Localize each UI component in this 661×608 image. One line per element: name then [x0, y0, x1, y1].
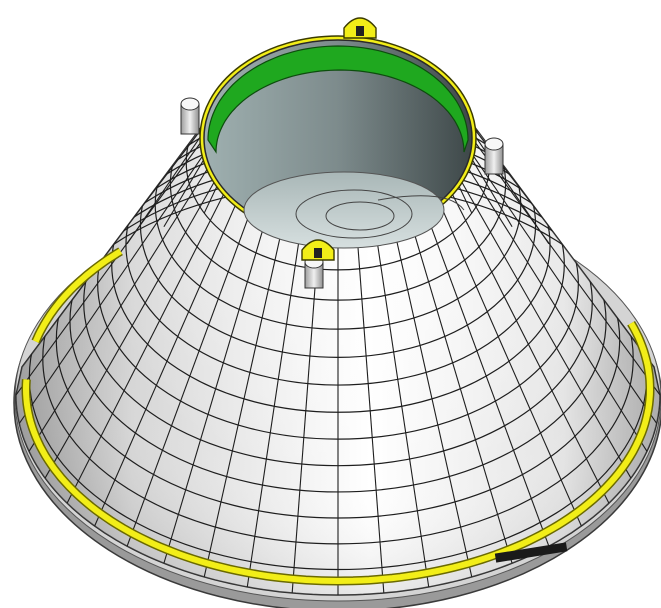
trim-band	[22, 321, 654, 585]
trim-band-back	[32, 248, 123, 343]
tile-seam	[393, 227, 473, 578]
attachment-posts	[180, 17, 504, 289]
floor-ring	[295, 189, 413, 239]
tile-seam	[126, 211, 251, 547]
tile-seam	[246, 231, 301, 587]
tile-seam	[66, 190, 226, 504]
fitting-slot	[356, 26, 364, 36]
tile-seam	[28, 165, 210, 452]
tile-seam	[356, 234, 385, 594]
fitting-slot	[314, 248, 322, 258]
tile-seam	[203, 227, 283, 578]
post-cap	[180, 97, 200, 111]
tile-seam	[425, 211, 550, 547]
tile-seam	[16, 137, 205, 396]
tile-seam	[466, 165, 648, 452]
post-front	[304, 255, 324, 289]
outer-yellow-trim	[21, 247, 655, 586]
tile-seam	[459, 178, 632, 479]
tile-seam	[291, 234, 320, 594]
post-left	[180, 97, 200, 135]
tile-seam	[94, 201, 238, 527]
tile-seam	[18, 151, 206, 424]
tile-seam	[375, 231, 430, 587]
tile-seam	[409, 220, 513, 564]
tile-seam	[44, 178, 217, 479]
tile-seam	[163, 220, 267, 564]
floor-curve	[377, 195, 465, 211]
sensor-strip	[494, 542, 568, 563]
post-cap	[484, 137, 504, 151]
tile-seam	[470, 151, 658, 424]
fitting-front	[301, 239, 335, 261]
tile-seam	[450, 190, 610, 504]
interior-floor	[243, 171, 445, 249]
fitting-top	[343, 17, 377, 39]
floor-ring-inner	[325, 201, 395, 231]
tile-seam	[471, 137, 660, 396]
tile-seam	[438, 201, 582, 527]
top-opening	[199, 35, 477, 249]
green-band	[207, 45, 469, 154]
post-right	[484, 137, 504, 175]
